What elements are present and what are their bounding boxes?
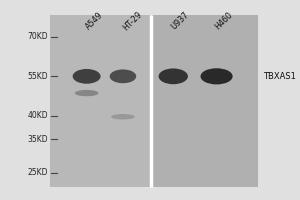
Text: 55KD: 55KD <box>28 72 48 81</box>
Bar <box>50 15 150 187</box>
Text: A549: A549 <box>84 10 105 31</box>
Ellipse shape <box>110 69 136 83</box>
Text: U937: U937 <box>169 10 190 32</box>
Text: 70KD: 70KD <box>28 32 48 41</box>
Text: H460: H460 <box>214 10 235 31</box>
Ellipse shape <box>73 69 100 84</box>
Text: HT-29: HT-29 <box>122 10 144 33</box>
Text: 35KD: 35KD <box>28 135 48 144</box>
Ellipse shape <box>75 90 98 96</box>
Text: 40KD: 40KD <box>28 111 48 120</box>
Ellipse shape <box>159 68 188 84</box>
Bar <box>152 15 258 187</box>
Text: 25KD: 25KD <box>28 168 48 177</box>
Ellipse shape <box>200 68 232 84</box>
Ellipse shape <box>111 114 135 120</box>
Text: TBXAS1: TBXAS1 <box>263 72 296 81</box>
